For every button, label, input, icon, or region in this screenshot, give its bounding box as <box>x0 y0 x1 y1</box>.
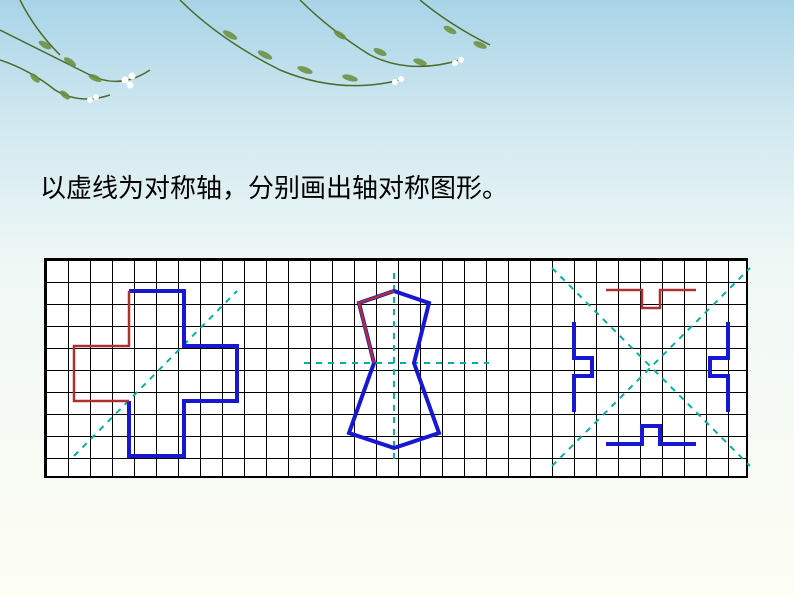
figure-3-axis-d2 <box>552 268 750 466</box>
figure-3-blue-2 <box>606 426 696 444</box>
instruction-text: 以虚线为对称轴，分别画出轴对称图形。 <box>40 168 508 205</box>
figure-1-blue <box>129 291 237 456</box>
figure-3-red <box>606 290 696 308</box>
foliage-decoration <box>0 0 794 160</box>
figure-3-blue-3 <box>710 322 728 412</box>
figure-1-axis <box>74 291 237 456</box>
figure-2-red <box>359 291 394 363</box>
figure-3-axis-d1 <box>552 268 750 466</box>
figure-3 <box>552 268 750 466</box>
figure-1 <box>74 291 237 456</box>
shapes-overlay <box>44 258 748 478</box>
figure-3-blue-1 <box>574 322 592 412</box>
figure-2 <box>304 273 489 464</box>
figure-1-red <box>74 291 129 401</box>
